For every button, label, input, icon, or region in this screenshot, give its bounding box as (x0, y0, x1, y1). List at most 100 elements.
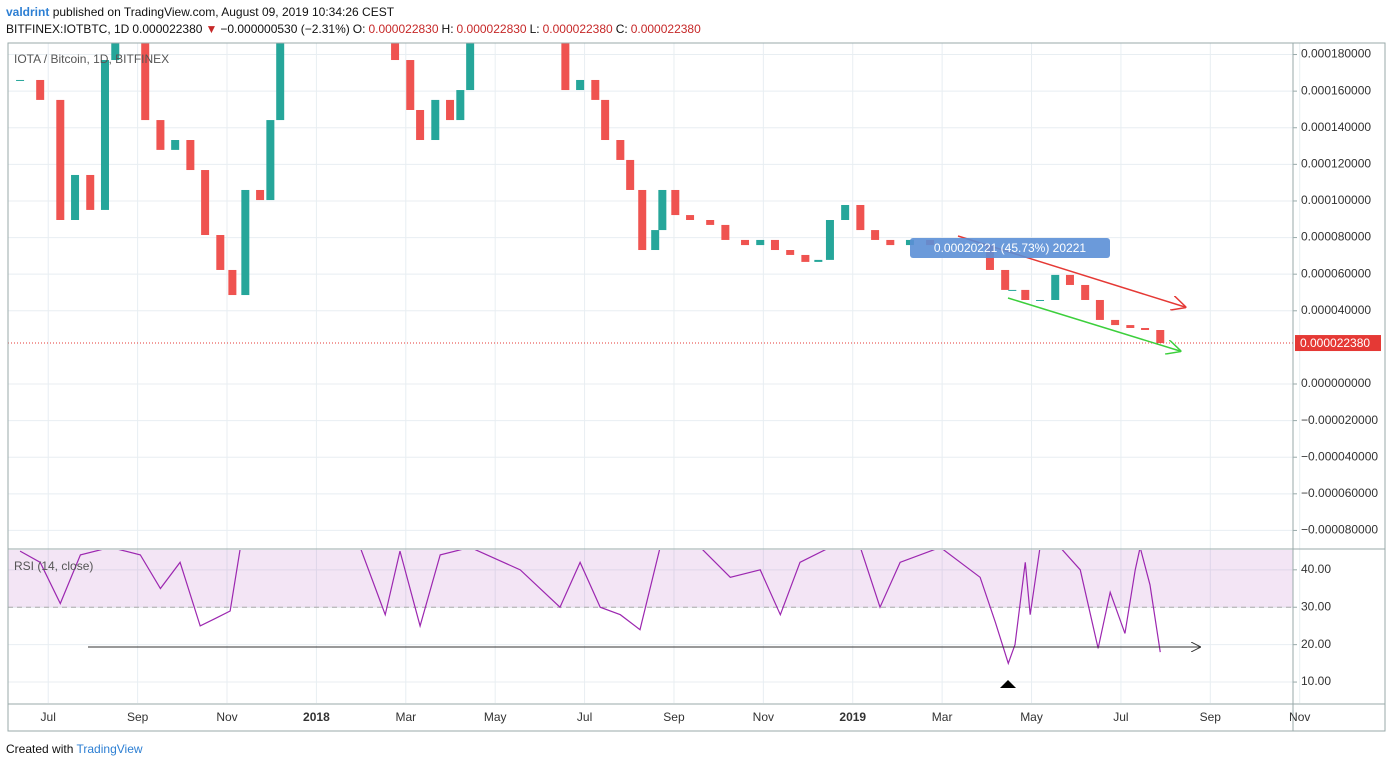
frame (7, 42, 1386, 732)
symbol-field: ▼ (205, 22, 218, 36)
candle (241, 189, 250, 296)
published: published on TradingView.com, August 09,… (52, 5, 395, 19)
y-tick-label: 0.000160000 (1301, 83, 1371, 97)
candle (756, 239, 765, 246)
y-tick-label: −0.000060000 (1301, 486, 1378, 500)
x-tick-label: Mar (932, 710, 953, 724)
candle (1081, 284, 1090, 300)
x-tick-label: 2018 (303, 710, 330, 724)
symbol-field: O: (352, 22, 366, 36)
candle (546, 20, 554, 40)
candle (16, 79, 25, 81)
candle (86, 174, 95, 210)
triangle-marker (1000, 680, 1016, 688)
candle (446, 99, 455, 121)
y-tick-label: −0.000040000 (1301, 449, 1378, 463)
candle (416, 109, 425, 141)
y-tick-label: 0.000080000 (1301, 230, 1371, 244)
candle (256, 189, 265, 201)
trend-line (1007, 297, 1180, 351)
candle (1095, 299, 1104, 320)
candle (671, 189, 680, 216)
candle (721, 224, 730, 240)
x-tick-label: Jul (1113, 710, 1128, 724)
x-tick-label: May (484, 710, 507, 724)
candle (1021, 289, 1030, 300)
y-tick-label: 0.000060000 (1301, 266, 1371, 280)
candle (216, 235, 225, 270)
candle (856, 204, 865, 231)
y-tick-label: 20.00 (1301, 637, 1331, 651)
rsi-band (8, 550, 1293, 608)
candle (456, 90, 465, 121)
y-tick-label: 0.000140000 (1301, 120, 1371, 134)
candle (36, 79, 45, 100)
candle (658, 189, 667, 231)
candle (770, 239, 779, 251)
candle (516, 20, 524, 30)
x-tick-label: Nov (753, 710, 774, 724)
y-tick-label: 0.000000000 (1301, 376, 1371, 390)
pane-title: RSI (14, close) (14, 559, 93, 573)
symbol-field: L: (529, 22, 540, 36)
candle (601, 99, 610, 141)
y-tick-label: −0.000020000 (1301, 413, 1378, 427)
author: valdrint (6, 5, 50, 19)
y-tick-label: −0.000080000 (1301, 523, 1378, 537)
candle (871, 230, 880, 240)
candle (186, 140, 195, 171)
candle (1036, 299, 1045, 301)
y-tick-label: 0.000040000 (1301, 303, 1371, 317)
publish-line: valdrint published on TradingView.com, A… (6, 5, 397, 19)
candle (466, 43, 475, 91)
candle (1065, 274, 1074, 285)
symbol-field: 0.000022380 (630, 22, 701, 36)
candle (638, 189, 647, 251)
y-tick-label: 0.000120000 (1301, 157, 1371, 171)
measure-label: 0.00020221 (45.73%) 20221 (934, 241, 1086, 255)
footer-text: Created with (6, 742, 74, 756)
candle (825, 219, 834, 260)
candle (1156, 330, 1165, 344)
last-price-label: 0.000022380 (1300, 336, 1370, 350)
candle (1008, 289, 1017, 291)
symbol-field: 0.000022380 (132, 22, 203, 36)
symbol-field: 0.000022830 (456, 22, 527, 36)
candle (616, 140, 625, 160)
y-tick-label: 0.000180000 (1301, 47, 1371, 61)
candle (786, 250, 795, 255)
x-tick-label: Nov (1289, 710, 1310, 724)
x-tick-label: Nov (216, 710, 237, 724)
rsi-line (19, 550, 1161, 666)
candle (1111, 319, 1120, 326)
candle (141, 43, 150, 121)
y-tick-label: 40.00 (1301, 562, 1331, 576)
brand: TradingView (76, 742, 143, 756)
x-tick-label: Sep (663, 710, 685, 724)
x-tick-label: Sep (127, 710, 149, 724)
symbol-field: BITFINEX:IOTBTC, 1D (6, 22, 130, 36)
drawings (88, 235, 1200, 688)
x-tick-label: Jul (41, 710, 56, 724)
symbol-field: 0.000022830 (368, 22, 439, 36)
symbol-field: C: (615, 22, 628, 36)
candle (801, 254, 810, 262)
candle (886, 239, 895, 246)
candle (741, 239, 750, 246)
candle (111, 43, 120, 61)
candle (591, 79, 600, 100)
candle (156, 120, 165, 150)
y-tick-label: 30.00 (1301, 599, 1331, 613)
candle (841, 204, 850, 220)
x-tick-label: Jul (577, 710, 592, 724)
footer: Created with TradingView (6, 742, 143, 756)
candle (686, 215, 695, 220)
symbol-line: BITFINEX:IOTBTC, 1D 0.000022380 ▼ −0.000000… (6, 22, 704, 36)
candle (706, 219, 715, 225)
candle (71, 174, 80, 220)
measure-box (910, 238, 1110, 258)
candle (336, 10, 344, 20)
candle (1051, 274, 1060, 300)
x-tick-label: 2019 (839, 710, 866, 724)
